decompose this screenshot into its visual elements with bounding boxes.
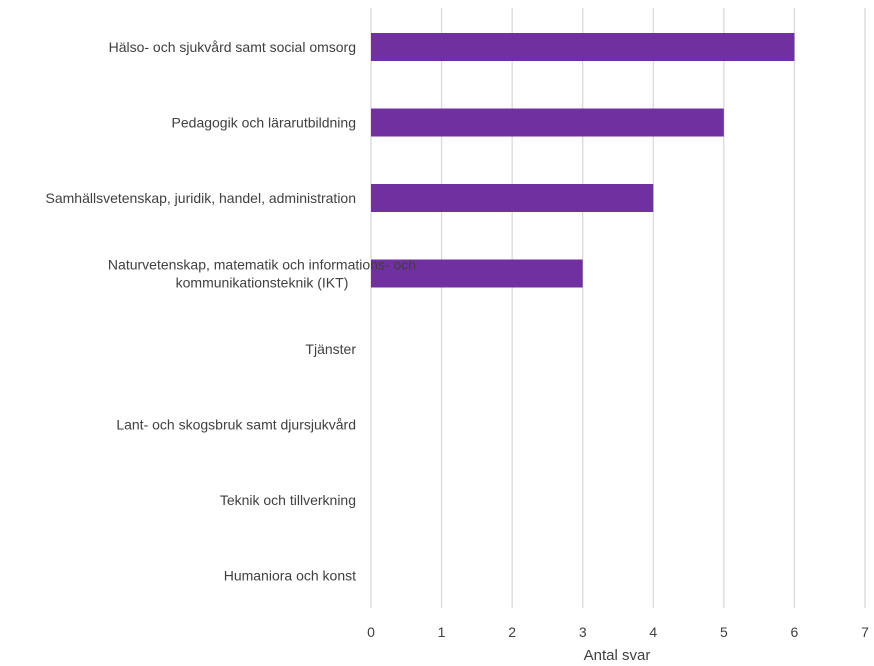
category-label-5: Lant- och skogsbruk samt djursjukvård xyxy=(116,417,356,433)
x-tick-label-7: 7 xyxy=(861,624,869,640)
category-label-line: Lant- och skogsbruk samt djursjukvård xyxy=(116,417,356,433)
category-label-0: Hälso- och sjukvård samt social omsorg xyxy=(109,39,356,55)
category-label-1: Pedagogik och lärarutbildning xyxy=(172,115,356,131)
category-label-3: Naturvetenskap, matematik och informatio… xyxy=(108,257,416,291)
bar-3 xyxy=(371,259,583,288)
x-tick-label-0: 0 xyxy=(367,624,375,640)
bar-0 xyxy=(371,33,795,61)
bar-2 xyxy=(371,184,654,212)
gridlines xyxy=(370,8,866,608)
category-label-4: Tjänster xyxy=(305,341,356,357)
category-labels: Hälso- och sjukvård samt social omsorg Pe… xyxy=(46,39,417,584)
category-label-line: Tjänster xyxy=(305,341,356,357)
category-label-line: Naturvetenskap, matematik och informatio… xyxy=(108,257,416,273)
x-tick-label-6: 6 xyxy=(791,624,799,640)
x-tick-label-2: 2 xyxy=(508,624,516,640)
category-label-7: Humaniora och konst xyxy=(224,568,356,584)
x-tick-labels: 0 1 2 3 4 5 6 7 xyxy=(367,624,869,640)
x-tick-label-1: 1 xyxy=(438,624,446,640)
category-label-6: Teknik och tillverkning xyxy=(220,492,356,508)
category-label-line: Pedagogik och lärarutbildning xyxy=(172,115,356,131)
category-label-line: kommunikationsteknik (IKT) xyxy=(176,275,349,291)
x-axis-title: Antal svar xyxy=(584,647,651,664)
category-label-line: Hälso- och sjukvård samt social omsorg xyxy=(109,39,356,55)
category-label-line: Samhällsvetenskap, juridik, handel, admi… xyxy=(46,190,357,206)
x-tick-label-5: 5 xyxy=(720,624,728,640)
x-tick-label-3: 3 xyxy=(579,624,587,640)
bar-1 xyxy=(371,108,724,137)
category-label-line: Teknik och tillverkning xyxy=(220,492,356,508)
category-label-line: Humaniora och konst xyxy=(224,568,356,584)
x-tick-label-4: 4 xyxy=(649,624,657,640)
category-label-2: Samhällsvetenskap, juridik, handel, admi… xyxy=(46,190,357,206)
bars xyxy=(371,33,795,288)
